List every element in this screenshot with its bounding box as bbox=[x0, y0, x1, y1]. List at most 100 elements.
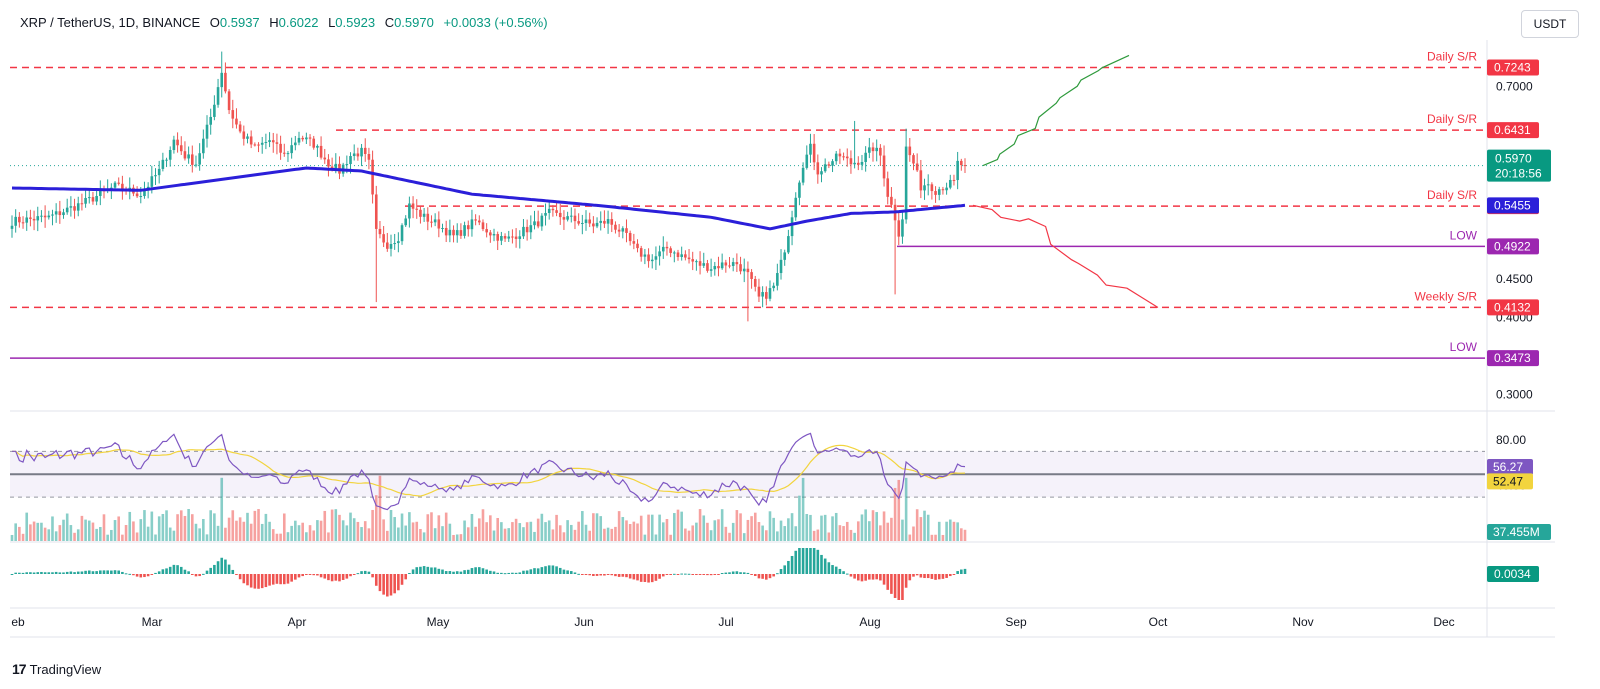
volume-bar bbox=[334, 509, 338, 541]
histogram-bar bbox=[308, 574, 312, 575]
candle-body bbox=[433, 219, 437, 223]
volume-bar bbox=[731, 522, 735, 541]
histogram-bar bbox=[411, 569, 415, 574]
rsi-ma-tag-value: 52.47 bbox=[1493, 474, 1523, 488]
histogram-bar bbox=[135, 574, 139, 577]
histogram-bar bbox=[352, 574, 356, 575]
histogram-bar bbox=[772, 574, 775, 577]
volume-bar bbox=[76, 529, 80, 541]
histogram-bar bbox=[334, 574, 338, 581]
candle-body bbox=[32, 218, 36, 221]
currency-button[interactable]: USDT bbox=[1521, 10, 1579, 38]
candle-body bbox=[430, 221, 433, 223]
volume-bar bbox=[963, 529, 967, 541]
histogram-bar bbox=[183, 569, 187, 574]
candle-body bbox=[485, 229, 488, 233]
histogram-bar bbox=[106, 570, 109, 574]
histogram-bar bbox=[286, 574, 290, 584]
volume-bar bbox=[724, 526, 728, 541]
candle-body bbox=[422, 213, 426, 217]
candle-body bbox=[371, 159, 374, 195]
candle-body bbox=[765, 292, 768, 299]
volume-bar bbox=[823, 514, 827, 541]
volume-bar bbox=[702, 515, 706, 541]
close-label: C bbox=[384, 15, 395, 30]
volume-bar bbox=[349, 512, 352, 541]
candle-body bbox=[937, 189, 941, 195]
volume-bar bbox=[393, 517, 396, 541]
volume-bar bbox=[581, 511, 584, 541]
histogram-bar bbox=[426, 566, 430, 574]
histogram-bar bbox=[220, 557, 224, 574]
histogram-bar bbox=[400, 574, 404, 585]
volume-bar bbox=[242, 521, 246, 541]
volume-bar bbox=[713, 520, 717, 541]
candle-body bbox=[610, 219, 614, 225]
histogram-bar bbox=[628, 574, 632, 579]
candle-body bbox=[555, 210, 558, 213]
volume-bar bbox=[886, 522, 890, 541]
candle-body bbox=[776, 273, 779, 286]
candle-body bbox=[717, 266, 720, 269]
volume-bar bbox=[246, 512, 249, 541]
candle-body bbox=[945, 187, 948, 191]
histogram-bar bbox=[798, 548, 801, 574]
candle-body bbox=[706, 263, 709, 271]
time-axis-label: Aug bbox=[859, 615, 880, 629]
candle-body bbox=[279, 143, 282, 153]
volume-bar bbox=[419, 528, 422, 541]
volume-bar bbox=[834, 512, 838, 541]
candle-body bbox=[18, 216, 21, 223]
candle-body bbox=[934, 191, 937, 195]
volume-bar bbox=[536, 518, 540, 541]
histogram-bar bbox=[264, 574, 268, 588]
volume-bar bbox=[757, 522, 761, 541]
volume-bar bbox=[179, 510, 183, 541]
histogram-bar bbox=[617, 574, 621, 577]
histogram-bar bbox=[963, 568, 967, 574]
volume-bar bbox=[176, 514, 179, 541]
candle-body bbox=[496, 234, 499, 241]
histogram-bar bbox=[790, 555, 794, 574]
candle-body bbox=[650, 259, 654, 262]
histogram-bar bbox=[367, 571, 371, 574]
candle-body bbox=[172, 139, 176, 151]
volume-bar bbox=[25, 512, 29, 541]
candle-body bbox=[739, 264, 742, 272]
candle-body bbox=[735, 262, 739, 265]
histogram-bar bbox=[820, 554, 823, 574]
histogram-bar bbox=[224, 559, 227, 574]
candle-body bbox=[415, 208, 419, 210]
high-value: 0.6022 bbox=[278, 15, 319, 30]
histogram-bar bbox=[599, 574, 603, 576]
symbol-title[interactable]: XRP / TetherUS, 1D, BINANCE bbox=[20, 15, 201, 30]
volume-bar bbox=[765, 530, 768, 541]
candle-body bbox=[393, 243, 396, 245]
candle-body bbox=[614, 224, 617, 230]
candle-body bbox=[249, 136, 253, 145]
volume-bar bbox=[879, 525, 882, 541]
histogram-bar bbox=[908, 574, 912, 581]
candle-body bbox=[772, 285, 775, 289]
volume-bar bbox=[21, 533, 25, 541]
volume-bar bbox=[408, 512, 411, 541]
tradingview-brand[interactable]: 17 TradingView bbox=[12, 661, 101, 677]
level-tag-value: 0.3473 bbox=[1494, 351, 1531, 365]
candle-body bbox=[915, 163, 919, 171]
volume-bar bbox=[367, 528, 371, 541]
histogram-bar bbox=[849, 574, 853, 577]
candle-body bbox=[54, 211, 58, 215]
candle-body bbox=[525, 226, 529, 233]
candle-body bbox=[316, 145, 319, 148]
volume-bar bbox=[864, 509, 867, 541]
histogram-bar bbox=[584, 574, 588, 575]
candle-body bbox=[544, 212, 547, 216]
histogram-bar bbox=[654, 574, 658, 581]
histogram-bar bbox=[937, 574, 941, 580]
candle-body bbox=[481, 222, 485, 230]
volume-bar bbox=[356, 521, 360, 541]
histogram-bar bbox=[621, 574, 625, 577]
volume-bar bbox=[157, 516, 161, 541]
histogram-bar bbox=[960, 569, 963, 574]
